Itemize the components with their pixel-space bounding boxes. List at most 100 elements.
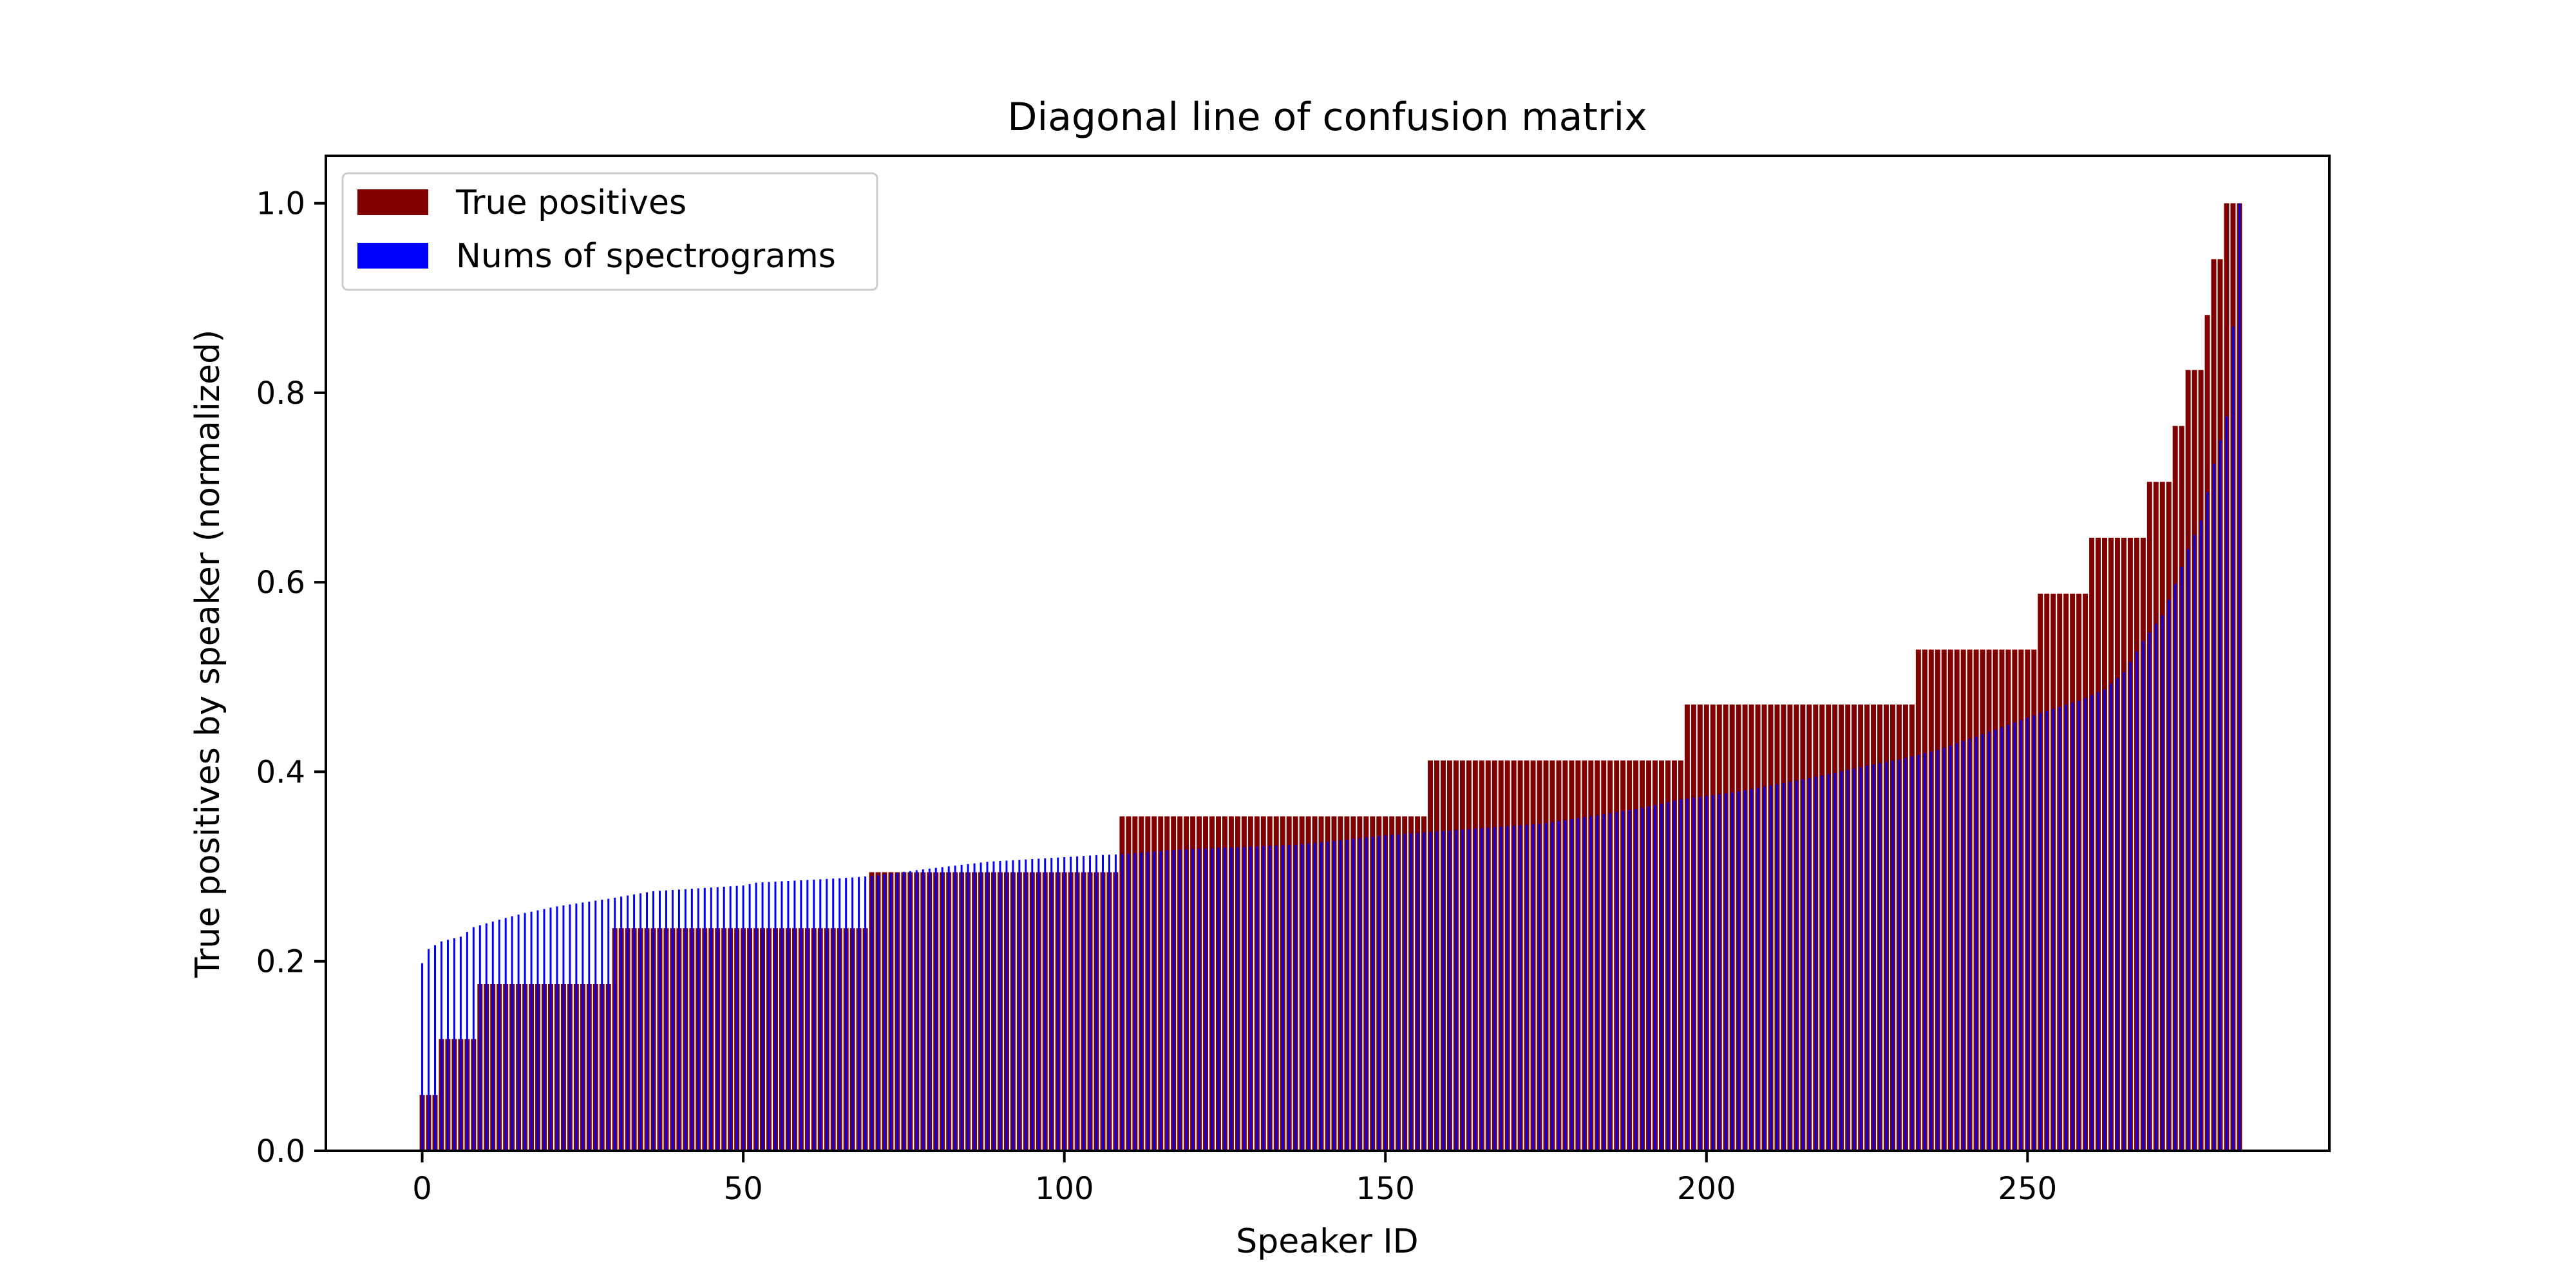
spectrograms-bar xyxy=(1557,820,1560,1151)
spectrograms-bar xyxy=(524,913,526,1151)
spectrograms-bar xyxy=(677,889,680,1151)
spectrograms-bar xyxy=(549,907,552,1151)
spectrograms-bar xyxy=(1365,837,1367,1151)
spectrograms-bar xyxy=(1891,761,1894,1151)
spectrograms-bar xyxy=(588,902,591,1151)
plot-frame xyxy=(325,155,2331,1152)
spectrograms-bar xyxy=(1083,856,1085,1151)
spectrograms-bar xyxy=(1859,767,1862,1151)
spectrograms-bar xyxy=(1634,809,1637,1151)
spectrograms-bar xyxy=(2084,697,2087,1151)
spectrograms-bar xyxy=(1390,835,1393,1151)
spectrograms-bar xyxy=(1044,858,1046,1151)
spectrograms-bar xyxy=(1198,848,1200,1151)
spectrograms-bar xyxy=(826,878,828,1151)
spectrograms-bar xyxy=(633,894,636,1151)
spectrograms-bar xyxy=(1975,736,1978,1151)
spectrograms-bar xyxy=(1564,820,1566,1151)
spectrograms-bar xyxy=(1487,828,1490,1151)
spectrograms-bar xyxy=(2123,672,2125,1151)
spectrograms-bar xyxy=(2193,535,2196,1151)
spectrograms-bar xyxy=(2225,416,2228,1151)
y-tick-label: 0.8 xyxy=(256,375,305,412)
spectrograms-bar xyxy=(1500,826,1502,1151)
spectrograms-bar xyxy=(1089,855,1092,1151)
spectrograms-bar xyxy=(607,898,610,1151)
spectrograms-bar xyxy=(1943,748,1946,1151)
spectrograms-bar xyxy=(1795,781,1797,1151)
spectrograms-bar xyxy=(2007,724,2009,1151)
spectrograms-bar xyxy=(1680,799,1682,1151)
spectrograms-bar xyxy=(1969,739,1971,1151)
spectrograms-bar xyxy=(1956,743,1958,1151)
spectrograms-bar xyxy=(1031,858,1034,1151)
spectrograms-bar xyxy=(1442,831,1444,1151)
spectrograms-bar xyxy=(819,879,822,1151)
spectrograms-bar xyxy=(1879,763,1881,1151)
spectrograms-bar xyxy=(1146,852,1149,1151)
spectrograms-bar xyxy=(1731,792,1734,1151)
legend-swatch-spectrograms xyxy=(357,243,428,269)
spectrograms-bar xyxy=(2200,520,2202,1151)
spectrograms-bar xyxy=(1551,822,1553,1151)
spectrograms-bar xyxy=(2058,706,2061,1151)
spectrograms-bar xyxy=(659,891,661,1151)
legend: True positives Nums of spectrograms xyxy=(341,172,878,291)
spectrograms-bar xyxy=(1185,849,1188,1151)
spectrograms-bar xyxy=(864,876,867,1151)
spectrograms-bar xyxy=(2136,651,2138,1151)
spectrograms-bar xyxy=(761,882,764,1151)
spectrograms-bar xyxy=(1307,843,1310,1151)
spectrograms-bar xyxy=(491,921,494,1151)
spectrograms-bar xyxy=(1095,855,1098,1151)
spectrograms-bar xyxy=(1673,800,1676,1151)
spectrograms-bar xyxy=(1455,829,1457,1151)
spectrograms-bar xyxy=(1750,789,1753,1151)
spectrograms-bar xyxy=(1416,833,1419,1151)
x-tick-label: 250 xyxy=(1998,1171,2058,1207)
spectrograms-bar xyxy=(1628,810,1631,1151)
spectrograms-bar xyxy=(2174,584,2177,1151)
spectrograms-bar xyxy=(1808,778,1810,1151)
x-axis: 0 50 100 150 200 250 xyxy=(412,1151,2057,1207)
spectrograms-bar xyxy=(1911,756,1913,1151)
spectrograms-bar xyxy=(1384,835,1387,1151)
spectrograms-bar xyxy=(1660,803,1663,1151)
spectrograms-bar xyxy=(1539,824,1541,1151)
spectrograms-bar xyxy=(1506,826,1509,1151)
spectrograms-bar xyxy=(851,877,854,1151)
spectrograms-bar xyxy=(614,897,616,1151)
spectrograms-bar xyxy=(2142,641,2145,1151)
spectrograms-bar xyxy=(434,945,436,1151)
spectrograms-bar xyxy=(973,863,976,1151)
spectrograms-bar xyxy=(2213,464,2215,1151)
spectrograms-bar xyxy=(646,892,649,1151)
spectrograms-bar xyxy=(1275,845,1278,1151)
chart-title: Diagonal line of confusion matrix xyxy=(1007,95,1647,140)
spectrograms-bar xyxy=(459,936,462,1151)
spectrograms-bar xyxy=(813,879,815,1151)
spectrograms-bar xyxy=(2219,440,2221,1151)
spectrograms-bar xyxy=(915,870,918,1151)
spectrograms-bar xyxy=(478,925,481,1151)
y-axis-label: True positives by speaker (normalized) xyxy=(189,330,227,979)
spectrograms-bar xyxy=(1378,836,1380,1151)
spectrograms-bar xyxy=(1172,849,1175,1151)
spectrograms-bar xyxy=(1744,790,1747,1151)
spectrograms-bar xyxy=(1217,848,1220,1151)
spectrograms-bar xyxy=(620,896,623,1151)
y-axis: 0.0 0.2 0.4 0.6 0.8 1.0 xyxy=(256,186,326,1170)
spectrograms-bar xyxy=(947,866,950,1151)
spectrograms-bar xyxy=(1930,752,1933,1151)
spectrograms-bar xyxy=(1018,860,1021,1151)
spectrograms-bar xyxy=(1481,828,1483,1151)
spectrograms-bar xyxy=(1609,813,1611,1151)
spectrograms-bar xyxy=(1063,857,1066,1151)
spectrograms-bar xyxy=(1133,853,1136,1151)
spectrograms-bar xyxy=(1788,782,1791,1151)
spectrograms-bar xyxy=(1699,797,1701,1151)
spectrograms-bar xyxy=(421,963,424,1151)
spectrograms-bar xyxy=(1191,849,1194,1151)
spectrograms-bar xyxy=(2039,713,2041,1151)
spectrograms-bar xyxy=(601,900,603,1151)
